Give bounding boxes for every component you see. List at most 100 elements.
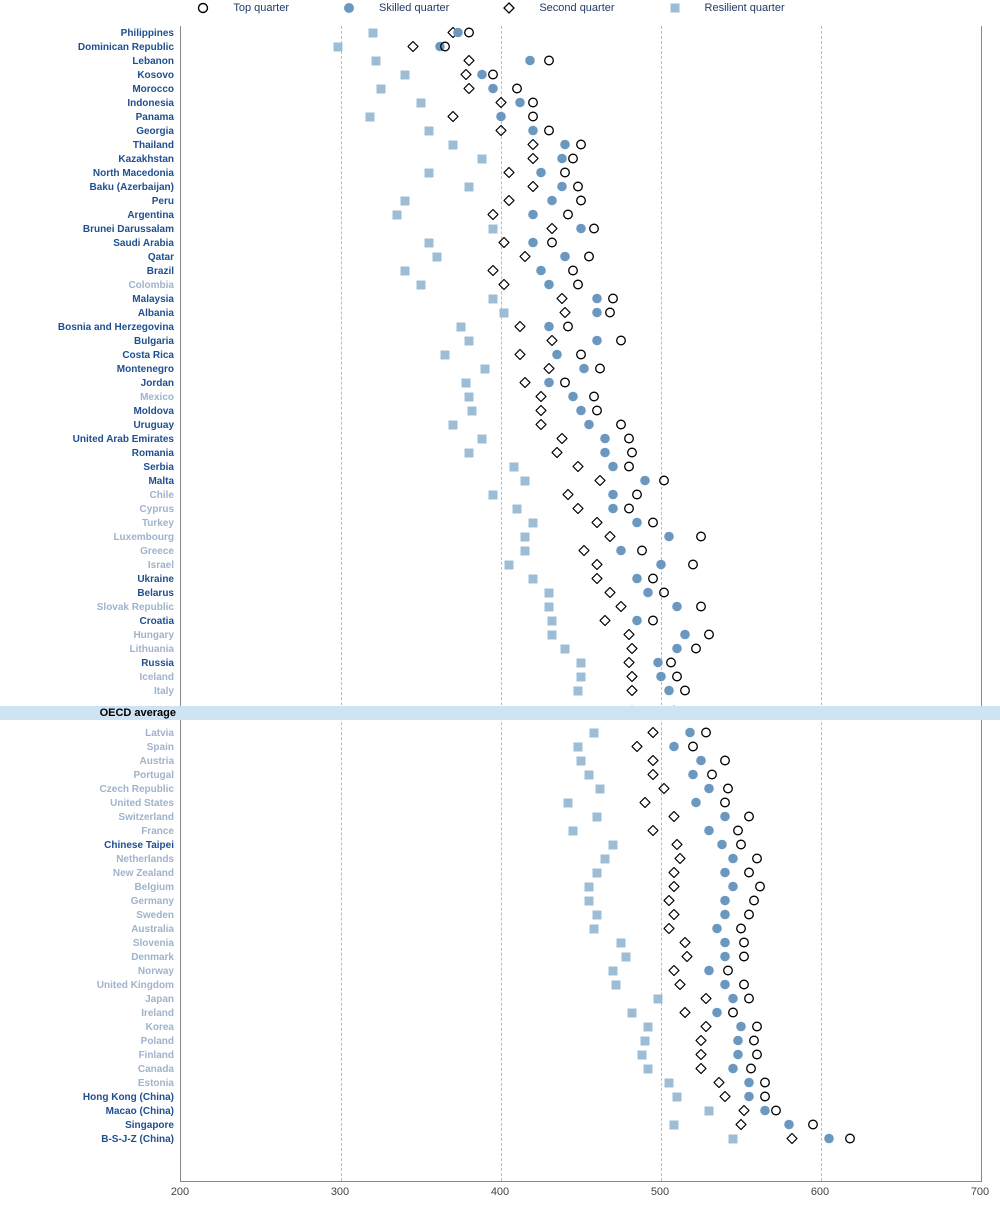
legend-skilled: Skilled quarter	[343, 2, 467, 14]
pt-skilled	[528, 207, 539, 225]
country-label: Singapore	[4, 1120, 174, 1132]
pt-top	[700, 725, 711, 743]
pt-skilled	[688, 767, 699, 785]
country-label: Belarus	[4, 588, 174, 600]
country-label: Israel	[4, 560, 174, 572]
pt-resilient	[376, 81, 386, 99]
pt-top	[604, 305, 615, 323]
pt-resilient	[589, 725, 599, 743]
pt-second	[632, 739, 643, 757]
pt-resilient	[592, 809, 602, 827]
country-label: Hong Kong (China)	[4, 1092, 174, 1104]
pt-top	[576, 193, 587, 211]
pt-top	[440, 39, 451, 57]
pt-second	[528, 179, 539, 197]
pt-resilient	[448, 417, 458, 435]
pt-top	[464, 25, 475, 43]
country-label: Albania	[4, 308, 174, 320]
pt-skilled	[515, 95, 526, 113]
pt-top	[563, 319, 574, 337]
pt-top	[544, 53, 555, 71]
country-label: Qatar	[4, 252, 174, 264]
pt-resilient	[504, 557, 514, 575]
pt-top	[808, 1117, 819, 1135]
country-label: United States	[4, 798, 174, 810]
country-label: Morocco	[4, 84, 174, 96]
pt-resilient	[547, 627, 557, 645]
pt-top	[688, 557, 699, 575]
pt-resilient	[595, 781, 605, 799]
country-label: Kazakhstan	[4, 154, 174, 166]
country-label: Canada	[4, 1064, 174, 1076]
pt-skilled	[579, 361, 590, 379]
pt-resilient	[424, 123, 434, 141]
pt-resilient	[448, 137, 458, 155]
country-label: Ukraine	[4, 574, 174, 586]
pt-resilient	[499, 305, 509, 323]
pt-second	[488, 263, 499, 281]
pt-second	[499, 235, 510, 253]
country-label: Saudi Arabia	[4, 238, 174, 250]
pt-resilient	[509, 459, 519, 477]
pt-skilled	[824, 1131, 835, 1149]
pt-second	[675, 977, 686, 995]
pt-top	[648, 613, 659, 631]
pt-second	[408, 39, 419, 57]
pt-resilient	[416, 95, 426, 113]
country-label: Panama	[4, 112, 174, 124]
pt-resilient	[512, 501, 522, 519]
pt-top	[544, 123, 555, 141]
pt-skilled	[664, 529, 675, 547]
country-label: New Zealand	[4, 868, 174, 880]
pt-skilled	[608, 501, 619, 519]
pt-second	[572, 501, 583, 519]
pt-skilled	[720, 809, 731, 827]
country-label: Finland	[4, 1050, 174, 1062]
x-tick-label: 500	[640, 1186, 680, 1198]
pt-top	[636, 543, 647, 561]
pt-second	[681, 949, 692, 967]
pt-second	[604, 585, 615, 603]
country-label: Malaysia	[4, 294, 174, 306]
pt-second	[515, 319, 526, 337]
pt-second	[616, 599, 627, 617]
pt-top	[648, 515, 659, 533]
country-label: Netherlands	[4, 854, 174, 866]
pt-skilled	[544, 277, 555, 295]
country-label: Hungary	[4, 630, 174, 642]
pt-skilled	[712, 1005, 723, 1023]
country-label: Korea	[4, 1022, 174, 1034]
pt-top	[624, 459, 635, 477]
pt-top	[691, 641, 702, 659]
pt-skilled	[668, 739, 679, 757]
legend-resilient: Resilient quarter	[669, 2, 803, 14]
pt-skilled	[728, 1061, 739, 1079]
pt-top	[771, 1103, 782, 1121]
pt-top	[696, 599, 707, 617]
country-label: Croatia	[4, 616, 174, 628]
pt-second	[648, 823, 659, 841]
gridline	[501, 26, 502, 1181]
country-label: Belgium	[4, 882, 174, 894]
country-label: Romania	[4, 448, 174, 460]
pt-resilient	[488, 221, 498, 239]
pt-second	[700, 991, 711, 1009]
pt-resilient	[464, 333, 474, 351]
country-label: Cyprus	[4, 504, 174, 516]
pt-skilled	[452, 25, 463, 43]
pt-resilient	[704, 1103, 714, 1121]
pt-second	[515, 347, 526, 365]
pt-skilled	[547, 193, 558, 211]
pt-top	[572, 277, 583, 295]
pt-resilient	[589, 921, 599, 939]
pt-resilient	[432, 249, 442, 267]
country-label: Argentina	[4, 210, 174, 222]
pt-second	[600, 613, 611, 631]
pt-top	[844, 1131, 855, 1149]
pt-skilled	[632, 571, 643, 589]
pt-skilled	[643, 585, 654, 603]
pt-resilient	[392, 207, 402, 225]
country-label: B-S-J-Z (China)	[4, 1134, 174, 1146]
pt-top	[680, 683, 691, 701]
country-label: Georgia	[4, 126, 174, 138]
